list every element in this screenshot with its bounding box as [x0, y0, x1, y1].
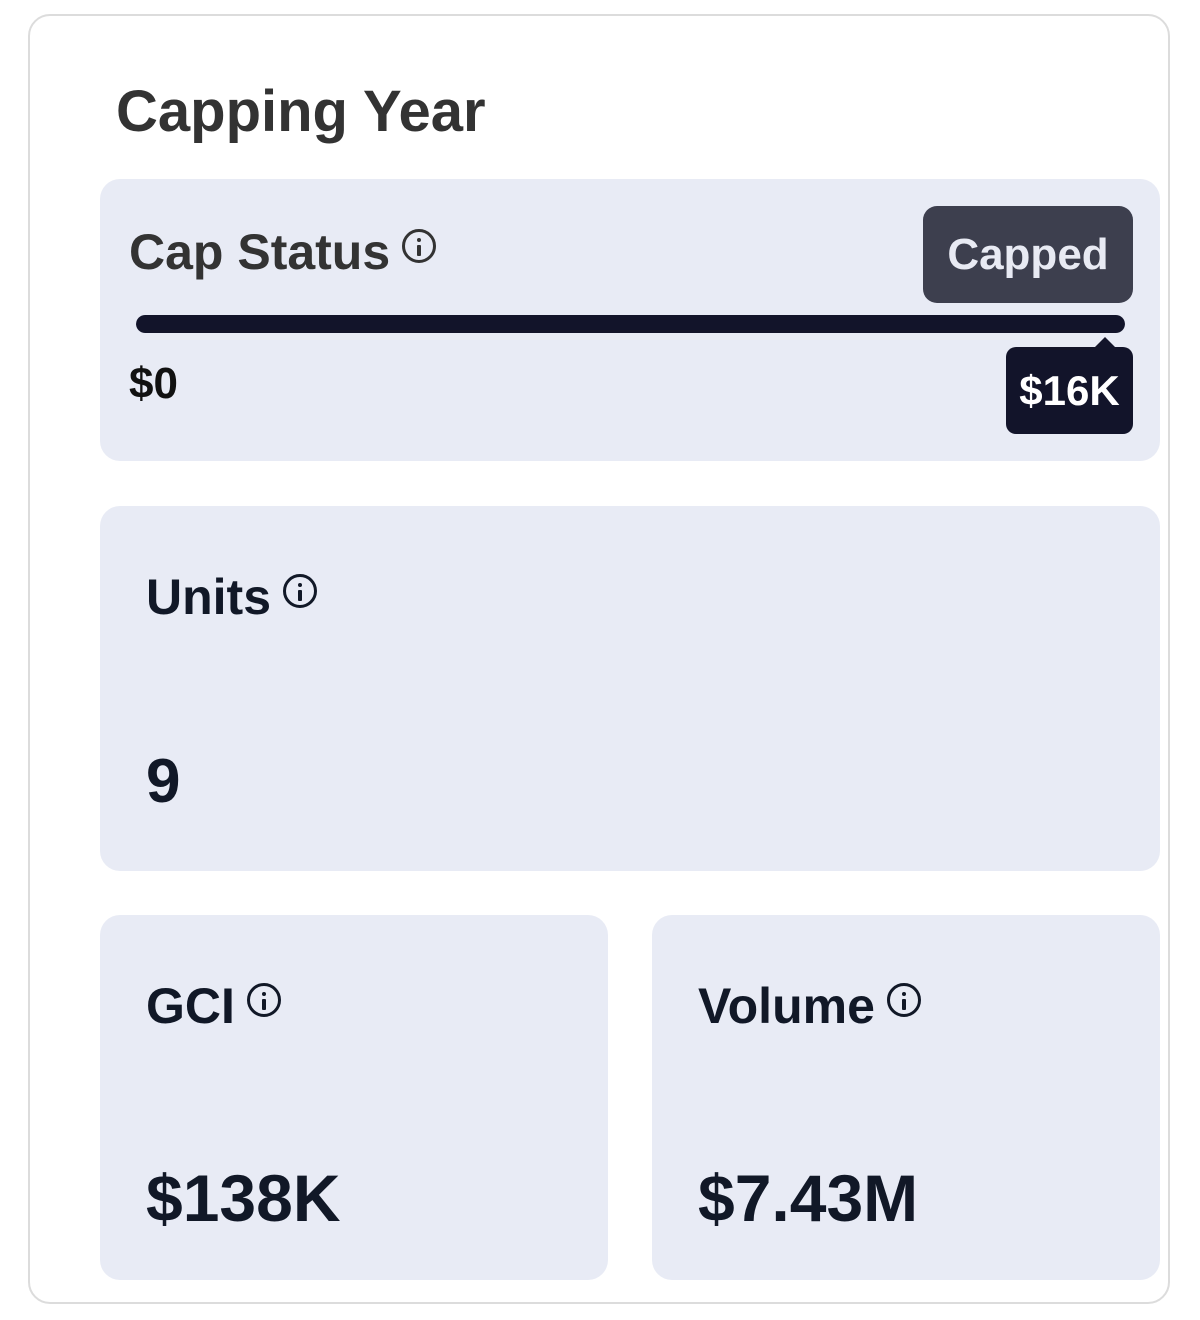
gci-value: $138K: [146, 1161, 341, 1235]
gci-header: GCI: [146, 977, 281, 1035]
info-icon[interactable]: [886, 983, 921, 1017]
capped-status-badge: Capped: [923, 206, 1133, 303]
volume-label: Volume: [698, 978, 875, 1034]
volume-value: $7.43M: [698, 1161, 919, 1235]
units-header: Units: [146, 568, 317, 626]
volume-header: Volume: [698, 977, 921, 1035]
cap-progress-bar: [136, 315, 1125, 333]
info-icon[interactable]: [402, 229, 437, 263]
gci-panel: GCI $138K: [100, 915, 608, 1280]
cap-status-label: Cap Status: [129, 224, 391, 280]
cap-min-label: $0: [129, 359, 178, 408]
capping-year-card: Capping Year Cap Status Capped $0 $16K U…: [28, 14, 1170, 1304]
cap-status-panel: Cap Status Capped $0 $16K: [100, 179, 1160, 461]
info-icon[interactable]: [283, 574, 317, 608]
cap-status-header: Cap Status: [129, 223, 437, 281]
units-value: 9: [146, 747, 181, 816]
units-panel: Units 9: [100, 506, 1160, 871]
cap-progress-fill: [136, 315, 1125, 333]
volume-panel: Volume $7.43M: [652, 915, 1160, 1280]
info-icon[interactable]: [246, 983, 281, 1017]
units-label: Units: [146, 569, 271, 625]
cap-current-tooltip: $16K: [1006, 337, 1133, 434]
gci-label: GCI: [146, 978, 235, 1034]
card-title: Capping Year: [116, 79, 486, 144]
